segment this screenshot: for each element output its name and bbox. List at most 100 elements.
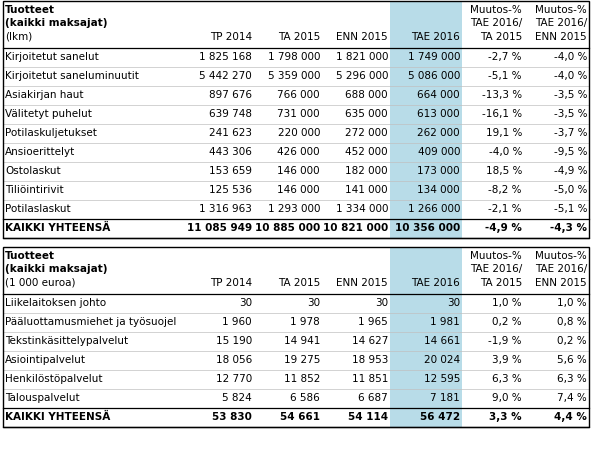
Bar (3, 2, 589, 238)
Text: Asiointipalvelut: Asiointipalvelut (5, 354, 86, 364)
Text: 9,0 %: 9,0 % (493, 392, 522, 402)
Text: 1 334 000: 1 334 000 (336, 204, 388, 214)
Text: KAIKKI YHTEENSÄ: KAIKKI YHTEENSÄ (5, 223, 110, 233)
Text: -3,5 %: -3,5 % (554, 90, 587, 100)
Text: Tiliöintirivit: Tiliöintirivit (5, 185, 63, 195)
Text: 220 000: 220 000 (278, 128, 320, 138)
Text: 20 024: 20 024 (424, 354, 460, 364)
Text: 19 275: 19 275 (284, 354, 320, 364)
Text: 10 885 000: 10 885 000 (255, 223, 320, 232)
Text: 1 978: 1 978 (290, 317, 320, 327)
Text: 0,8 %: 0,8 % (558, 317, 587, 327)
Text: 639 748: 639 748 (209, 109, 252, 119)
Text: (lkm): (lkm) (5, 32, 32, 42)
Text: TAE 2016: TAE 2016 (411, 32, 460, 42)
Text: (kaikki maksajat): (kaikki maksajat) (5, 264, 108, 274)
Text: 15 190: 15 190 (215, 335, 252, 345)
Text: Talouspalvelut: Talouspalvelut (5, 392, 80, 402)
Text: 56 472: 56 472 (420, 411, 460, 421)
Text: 54 114: 54 114 (348, 411, 388, 421)
Text: 14 941: 14 941 (284, 335, 320, 345)
Text: 1 293 000: 1 293 000 (268, 204, 320, 214)
Text: 14 661: 14 661 (424, 335, 460, 345)
Text: -16,1 %: -16,1 % (482, 109, 522, 119)
Text: Muutos-%: Muutos-% (535, 5, 587, 15)
Text: 12 770: 12 770 (215, 373, 252, 383)
Text: Tuotteet: Tuotteet (5, 5, 55, 15)
Text: Tekstinkäsittelypalvelut: Tekstinkäsittelypalvelut (5, 335, 128, 345)
Text: 30: 30 (307, 298, 320, 307)
Text: (1 000 euroa): (1 000 euroa) (5, 278, 76, 287)
Text: Tuotteet: Tuotteet (5, 250, 55, 260)
Text: Ostolaskut: Ostolaskut (5, 166, 60, 176)
Text: Ansioerittelyt: Ansioerittelyt (5, 147, 75, 157)
Text: ENN 2015: ENN 2015 (535, 278, 587, 287)
Text: Pääluottamusmiehet ja työsuojel: Pääluottamusmiehet ja työsuojel (5, 317, 176, 327)
Text: 146 000: 146 000 (278, 185, 320, 195)
Text: 182 000: 182 000 (345, 166, 388, 176)
Text: ENN 2015: ENN 2015 (336, 32, 388, 42)
Text: 241 623: 241 623 (209, 128, 252, 138)
Text: 688 000: 688 000 (345, 90, 388, 100)
Text: 134 000: 134 000 (417, 185, 460, 195)
Text: TAE 2016/: TAE 2016/ (469, 19, 522, 29)
Text: 3,3 %: 3,3 % (490, 411, 522, 421)
Text: -4,0 %: -4,0 % (488, 147, 522, 157)
Text: 14 627: 14 627 (352, 335, 388, 345)
Text: 4,4 %: 4,4 % (554, 411, 587, 421)
Text: 12 595: 12 595 (424, 373, 460, 383)
Text: 426 000: 426 000 (278, 147, 320, 157)
Text: 1 981: 1 981 (430, 317, 460, 327)
Text: 10 821 000: 10 821 000 (323, 223, 388, 232)
Text: TP 2014: TP 2014 (210, 32, 252, 42)
Bar (390, 248, 462, 427)
Text: 30: 30 (375, 298, 388, 307)
Text: 7,4 %: 7,4 % (557, 392, 587, 402)
Text: 53 830: 53 830 (212, 411, 252, 421)
Text: -13,3 %: -13,3 % (482, 90, 522, 100)
Text: 1 825 168: 1 825 168 (199, 52, 252, 62)
Text: 5 442 270: 5 442 270 (200, 71, 252, 81)
Text: 0,2 %: 0,2 % (493, 317, 522, 327)
Bar (390, 2, 462, 238)
Text: 5 296 000: 5 296 000 (336, 71, 388, 81)
Text: 1 266 000: 1 266 000 (407, 204, 460, 214)
Text: TA 2015: TA 2015 (480, 278, 522, 287)
Text: Muutos-%: Muutos-% (470, 250, 522, 260)
Text: 146 000: 146 000 (278, 166, 320, 176)
Text: Potilaslaskut: Potilaslaskut (5, 204, 70, 214)
Text: 30: 30 (239, 298, 252, 307)
Text: 5 086 000: 5 086 000 (408, 71, 460, 81)
Text: 11 851: 11 851 (352, 373, 388, 383)
Text: 125 536: 125 536 (209, 185, 252, 195)
Text: 1 960: 1 960 (223, 317, 252, 327)
Text: 6,3 %: 6,3 % (557, 373, 587, 383)
Text: 1 798 000: 1 798 000 (268, 52, 320, 62)
Text: Kirjoitetut saneluminuutit: Kirjoitetut saneluminuutit (5, 71, 139, 81)
Text: 1,0 %: 1,0 % (493, 298, 522, 307)
Text: 11 085 949: 11 085 949 (187, 223, 252, 232)
Text: -9,5 %: -9,5 % (554, 147, 587, 157)
Text: 1,0 %: 1,0 % (558, 298, 587, 307)
Text: 0,2 %: 0,2 % (558, 335, 587, 345)
Text: 1 821 000: 1 821 000 (336, 52, 388, 62)
Text: 3,9 %: 3,9 % (493, 354, 522, 364)
Text: KAIKKI YHTEENSÄ: KAIKKI YHTEENSÄ (5, 411, 110, 421)
Text: 262 000: 262 000 (417, 128, 460, 138)
Text: 153 659: 153 659 (209, 166, 252, 176)
Text: 6 687: 6 687 (358, 392, 388, 402)
Text: Liikelaitoksen johto: Liikelaitoksen johto (5, 298, 106, 307)
Text: 443 306: 443 306 (209, 147, 252, 157)
Text: 766 000: 766 000 (278, 90, 320, 100)
Text: 613 000: 613 000 (417, 109, 460, 119)
Text: 635 000: 635 000 (345, 109, 388, 119)
Text: Henkilöstöpalvelut: Henkilöstöpalvelut (5, 373, 102, 383)
Text: -4,0 %: -4,0 % (554, 71, 587, 81)
Text: 54 661: 54 661 (280, 411, 320, 421)
Text: TAE 2016/: TAE 2016/ (469, 264, 522, 274)
Text: -5,1 %: -5,1 % (488, 71, 522, 81)
Text: 18,5 %: 18,5 % (485, 166, 522, 176)
Text: TA 2015: TA 2015 (278, 278, 320, 287)
Text: TA 2015: TA 2015 (278, 32, 320, 42)
Text: ENN 2015: ENN 2015 (336, 278, 388, 287)
